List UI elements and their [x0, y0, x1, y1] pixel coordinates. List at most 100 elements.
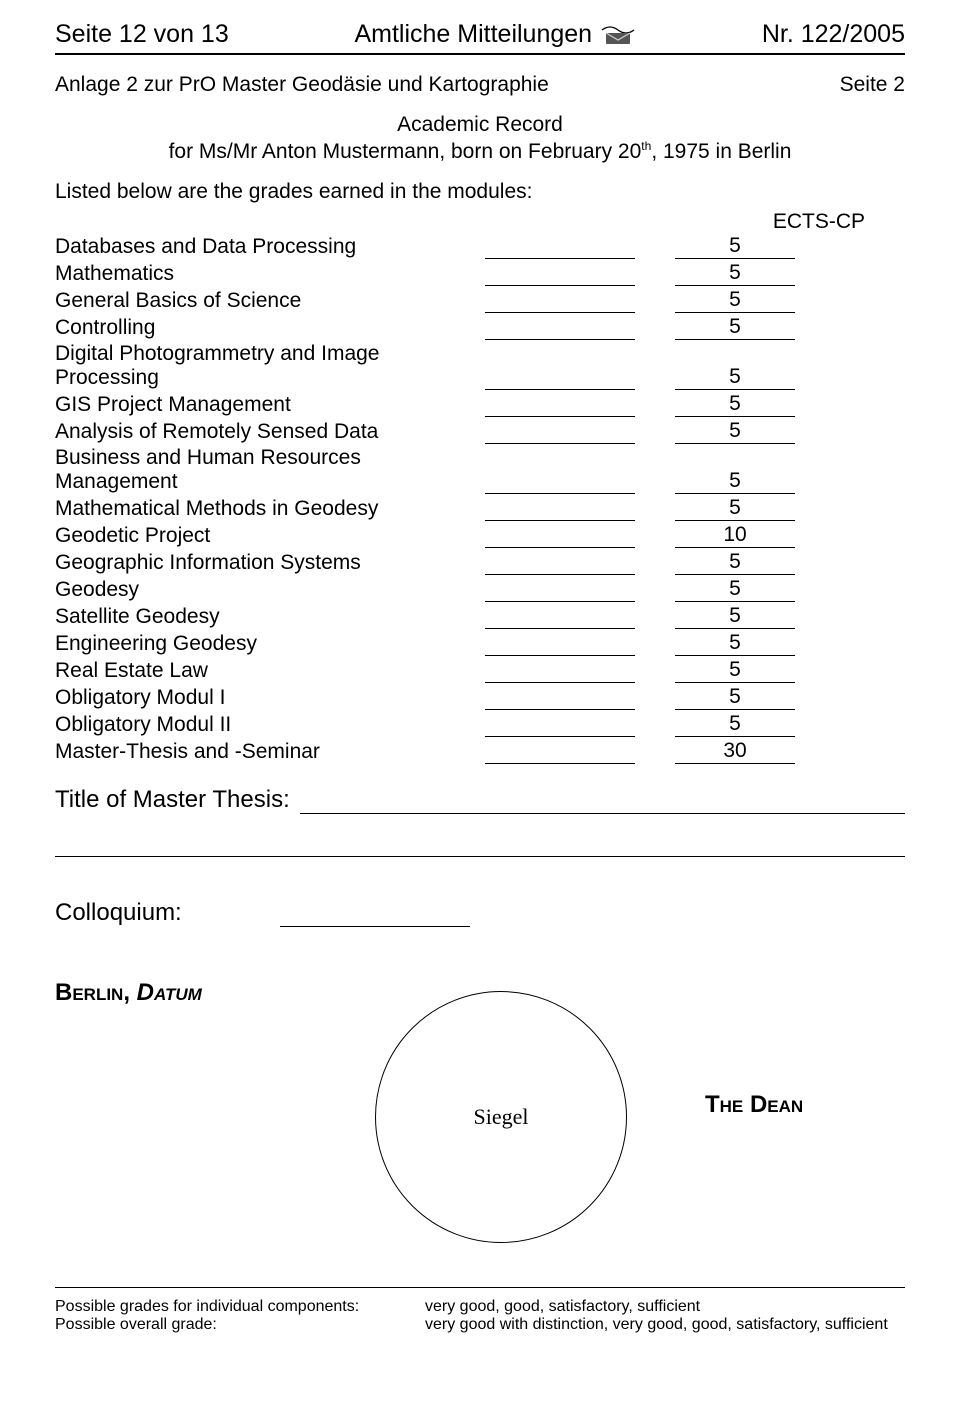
module-ects: 5	[675, 577, 795, 602]
letter-logo-icon	[600, 24, 636, 46]
record-person-prefix: for Ms/Mr Anton Mustermann, born on Febr…	[169, 140, 642, 163]
ects-column-header: ECTS-CP	[55, 210, 905, 234]
footer-row-1: Possible grades for individual component…	[55, 1298, 905, 1316]
module-ects: 5	[675, 604, 795, 629]
module-ects: 5	[675, 365, 795, 390]
record-ordinal-sup: th	[641, 139, 651, 153]
module-ects: 5	[675, 392, 795, 417]
thesis-title-line	[300, 789, 905, 814]
module-ects: 5	[675, 631, 795, 656]
attachment-title: Anlage 2 zur PrO Master Geodäsie und Kar…	[55, 73, 549, 97]
footer-divider	[55, 1287, 905, 1288]
colloquium-row: Colloquium:	[55, 899, 905, 927]
module-ects: 30	[675, 739, 795, 764]
module-ects: 5	[675, 658, 795, 683]
module-row: Master-Thesis and -Seminar 30	[55, 739, 905, 764]
module-grade-blank	[485, 736, 635, 737]
seal-circle: Siegel	[375, 991, 627, 1243]
module-grade-blank	[485, 493, 635, 494]
module-grade-blank	[485, 312, 635, 313]
seal-area: Siegel The Dean	[55, 991, 905, 1261]
thesis-title-line-2	[55, 832, 905, 857]
module-row: Mathematical Methods in Geodesy5	[55, 496, 905, 521]
module-ects: 5	[675, 550, 795, 575]
module-grade-blank	[485, 520, 635, 521]
module-grade-blank	[485, 389, 635, 390]
module-row: Mathematics5	[55, 261, 905, 286]
colloquium-label: Colloquium:	[55, 899, 280, 927]
module-name: Engineering Geodesy	[55, 632, 485, 656]
module-name: Satellite Geodesy	[55, 605, 485, 629]
module-row: Geodesy 5	[55, 577, 905, 602]
header-center: Amtliche Mitteilungen	[354, 20, 592, 49]
module-row: GIS Project Management 5	[55, 392, 905, 417]
module-name: Geodetic Project	[55, 524, 485, 548]
module-ects: 5	[675, 419, 795, 444]
seal-text: Siegel	[474, 1104, 529, 1130]
module-name: GIS Project Management	[55, 393, 485, 417]
module-name: Obligatory Modul I	[55, 686, 485, 710]
module-grade-blank	[485, 601, 635, 602]
academic-record-heading: Academic Record for Ms/Mr Anton Musterma…	[55, 111, 905, 166]
thesis-title-row: Title of Master Thesis:	[55, 786, 905, 814]
record-person-suffix: , 1975 in Berlin	[651, 140, 791, 163]
module-ects: 5	[675, 469, 795, 494]
modules-table: Databases and Data Processing5Mathematic…	[55, 234, 905, 764]
module-grade-blank	[485, 655, 635, 656]
module-row: Obligatory Modul II5	[55, 712, 905, 737]
module-row: Real Estate Law 5	[55, 658, 905, 683]
module-row: Satellite Geodesy 5	[55, 604, 905, 629]
module-row: Obligatory Modul I 5	[55, 685, 905, 710]
module-ects: 5	[675, 685, 795, 710]
module-name: Geodesy	[55, 578, 485, 602]
colloquium-line	[280, 902, 470, 927]
module-grade-blank	[485, 763, 635, 764]
module-name: Real Estate Law	[55, 659, 485, 683]
module-grade-blank	[485, 416, 635, 417]
module-ects: 5	[675, 496, 795, 521]
module-ects: 5	[675, 234, 795, 259]
module-name: Databases and Data Processing	[55, 235, 485, 259]
module-name: Controlling	[55, 316, 485, 340]
grades-intro: Listed below are the grades earned in th…	[55, 180, 905, 204]
module-row: Geographic Information Systems 5	[55, 550, 905, 575]
module-row: Digital Photogrammetry and Image Process…	[55, 342, 905, 390]
module-ects: 5	[675, 288, 795, 313]
module-name: Master-Thesis and -Seminar	[55, 740, 485, 764]
module-name: Geographic Information Systems	[55, 551, 485, 575]
module-row: Controlling 5	[55, 315, 905, 340]
module-row: General Basics of Science 5	[55, 288, 905, 313]
module-grade-blank	[485, 258, 635, 259]
module-name: Analysis of Remotely Sensed Data	[55, 420, 485, 444]
module-grade-blank	[485, 547, 635, 548]
module-name: Digital Photogrammetry and Image Process…	[55, 342, 485, 390]
module-row: Engineering Geodesy 5	[55, 631, 905, 656]
attachment-title-row: Anlage 2 zur PrO Master Geodäsie und Kar…	[55, 73, 905, 97]
thesis-title-label: Title of Master Thesis:	[55, 786, 290, 814]
module-grade-blank	[485, 628, 635, 629]
module-name: Business and Human Resources Management	[55, 446, 485, 494]
module-ects: 5	[675, 315, 795, 340]
module-row: Analysis of Remotely Sensed Data 5	[55, 419, 905, 444]
module-grade-blank	[485, 285, 635, 286]
module-grade-blank	[485, 574, 635, 575]
dean-label: The Dean	[705, 1091, 803, 1119]
footer-row1-left: Possible grades for individual component…	[55, 1298, 425, 1316]
footer-row1-right: very good, good, satisfactory, sufficien…	[425, 1298, 700, 1316]
module-grade-blank	[485, 443, 635, 444]
module-name: Mathematics	[55, 262, 485, 286]
header-divider	[55, 53, 905, 55]
module-ects: 5	[675, 712, 795, 737]
page-header: Seite 12 von 13 Amtliche Mitteilungen Nr…	[55, 20, 905, 49]
header-left: Seite 12 von 13	[55, 20, 229, 49]
module-row: Databases and Data Processing 5	[55, 234, 905, 259]
module-name: General Basics of Science	[55, 289, 485, 313]
header-right: Nr. 122/2005	[762, 20, 905, 49]
module-grade-blank	[485, 709, 635, 710]
module-row: Geodetic Project 10	[55, 523, 905, 548]
academic-record-title: Academic Record	[55, 111, 905, 138]
module-ects: 10	[675, 523, 795, 548]
module-grade-blank	[485, 339, 635, 340]
module-row: Business and Human Resources Management 5	[55, 446, 905, 494]
footer-row-2: Possible overall grade: very good with d…	[55, 1316, 905, 1334]
